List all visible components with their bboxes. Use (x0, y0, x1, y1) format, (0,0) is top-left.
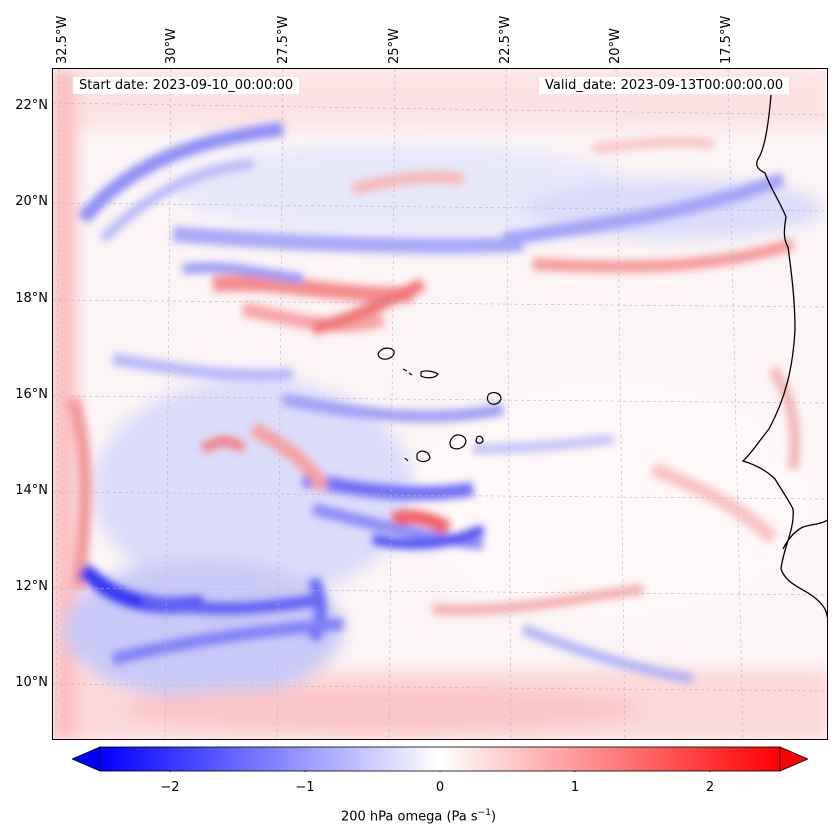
colorbar-tick-1: 1 (570, 780, 580, 795)
africa-coastline (741, 94, 827, 619)
colorbar-tick-2: 2 (705, 780, 715, 795)
lon-label-27.5w: 27.5°W (276, 15, 291, 64)
lon-label-32.5w: 32.5°W (55, 15, 70, 64)
colorbar-tick-0: 0 (435, 780, 445, 795)
field-streaks (66, 122, 800, 684)
lat-label-18n: 18°N (15, 291, 48, 306)
colorbar-tick--2: −2 (160, 780, 180, 795)
cape-verde-islands (377, 347, 502, 463)
lat-label-22n: 22°N (15, 98, 48, 113)
start-date-label: Start date: 2023-09-10_00:00:00 (73, 77, 300, 94)
colorbar-extend-high (779, 746, 808, 772)
colorbar-ticks (169, 771, 711, 772)
colorbar-tick--1: −1 (295, 780, 315, 795)
colorbar-extend-low (72, 746, 101, 772)
omega-field-map (53, 69, 827, 739)
lon-label-25w: 25°W (387, 28, 402, 64)
graticule (53, 69, 827, 739)
colorbar (72, 746, 808, 772)
lon-label-22.5w: 22.5°W (498, 15, 513, 64)
map-panel (52, 68, 828, 740)
valid-date-label: Valid_date: 2023-09-13T00:00:00.00 (539, 77, 790, 94)
lon-label-17.5w: 17.5°W (719, 15, 734, 64)
senegal-gambia-coast (782, 519, 827, 550)
colorbar-ramp (99, 746, 781, 772)
lon-label-20w: 20°W (608, 28, 623, 64)
colorbar-label: 200 hPa omega (Pa s−1) (340, 808, 497, 825)
lat-label-14n: 14°N (15, 483, 48, 498)
lat-label-20n: 20°N (15, 194, 48, 209)
lat-label-16n: 16°N (15, 387, 48, 402)
lon-label-30w: 30°W (164, 28, 179, 64)
lat-label-12n: 12°N (15, 579, 48, 594)
lat-label-10n: 10°N (15, 675, 48, 690)
